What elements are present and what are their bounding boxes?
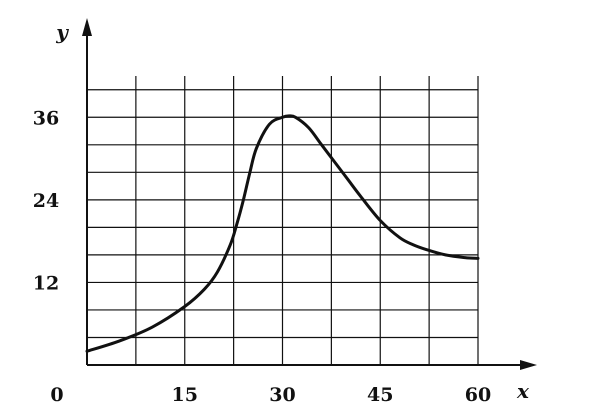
x-tick-label: 45 — [367, 384, 393, 406]
x-tick-label: 30 — [269, 384, 295, 406]
y-axis-label: y — [55, 20, 69, 44]
series-group — [85, 114, 480, 353]
origin-label: 0 — [50, 384, 63, 406]
labels-group: 0 x y 15 30 45 60 12 24 36 — [33, 20, 530, 406]
x-tick-label: 60 — [465, 384, 491, 406]
series-line — [85, 114, 480, 353]
axes — [82, 18, 537, 370]
y-tick-label: 36 — [33, 107, 59, 129]
y-axis-arrow — [82, 18, 92, 36]
x-axis-label: x — [516, 379, 530, 403]
x-axis-arrow — [520, 360, 537, 370]
grid — [87, 76, 479, 365]
y-tick-label: 24 — [33, 190, 59, 212]
y-tick-label: 12 — [33, 272, 59, 294]
x-tick-label: 15 — [172, 384, 198, 406]
